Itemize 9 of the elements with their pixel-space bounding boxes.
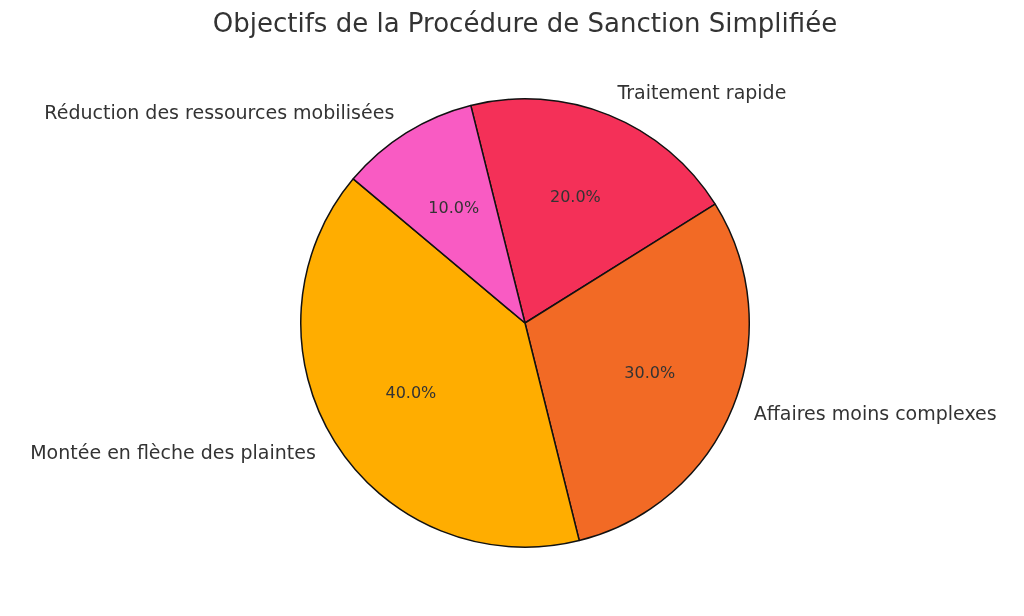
slice-label: Affaires moins complexes <box>753 402 997 425</box>
chart-title: Objectifs de la Procédure de Sanction Simplifiée <box>212 7 838 38</box>
data-label: 40.0% <box>385 383 437 403</box>
slice-label: Montée en flèche des plaintes <box>30 440 316 463</box>
data-label: 20.0% <box>549 187 601 207</box>
data-label: 30.0% <box>624 362 676 382</box>
data-label: 10.0% <box>428 198 480 218</box>
slice-label: Traitement rapide <box>616 81 787 104</box>
slice-label: Réduction des ressources mobilisées <box>44 100 395 123</box>
